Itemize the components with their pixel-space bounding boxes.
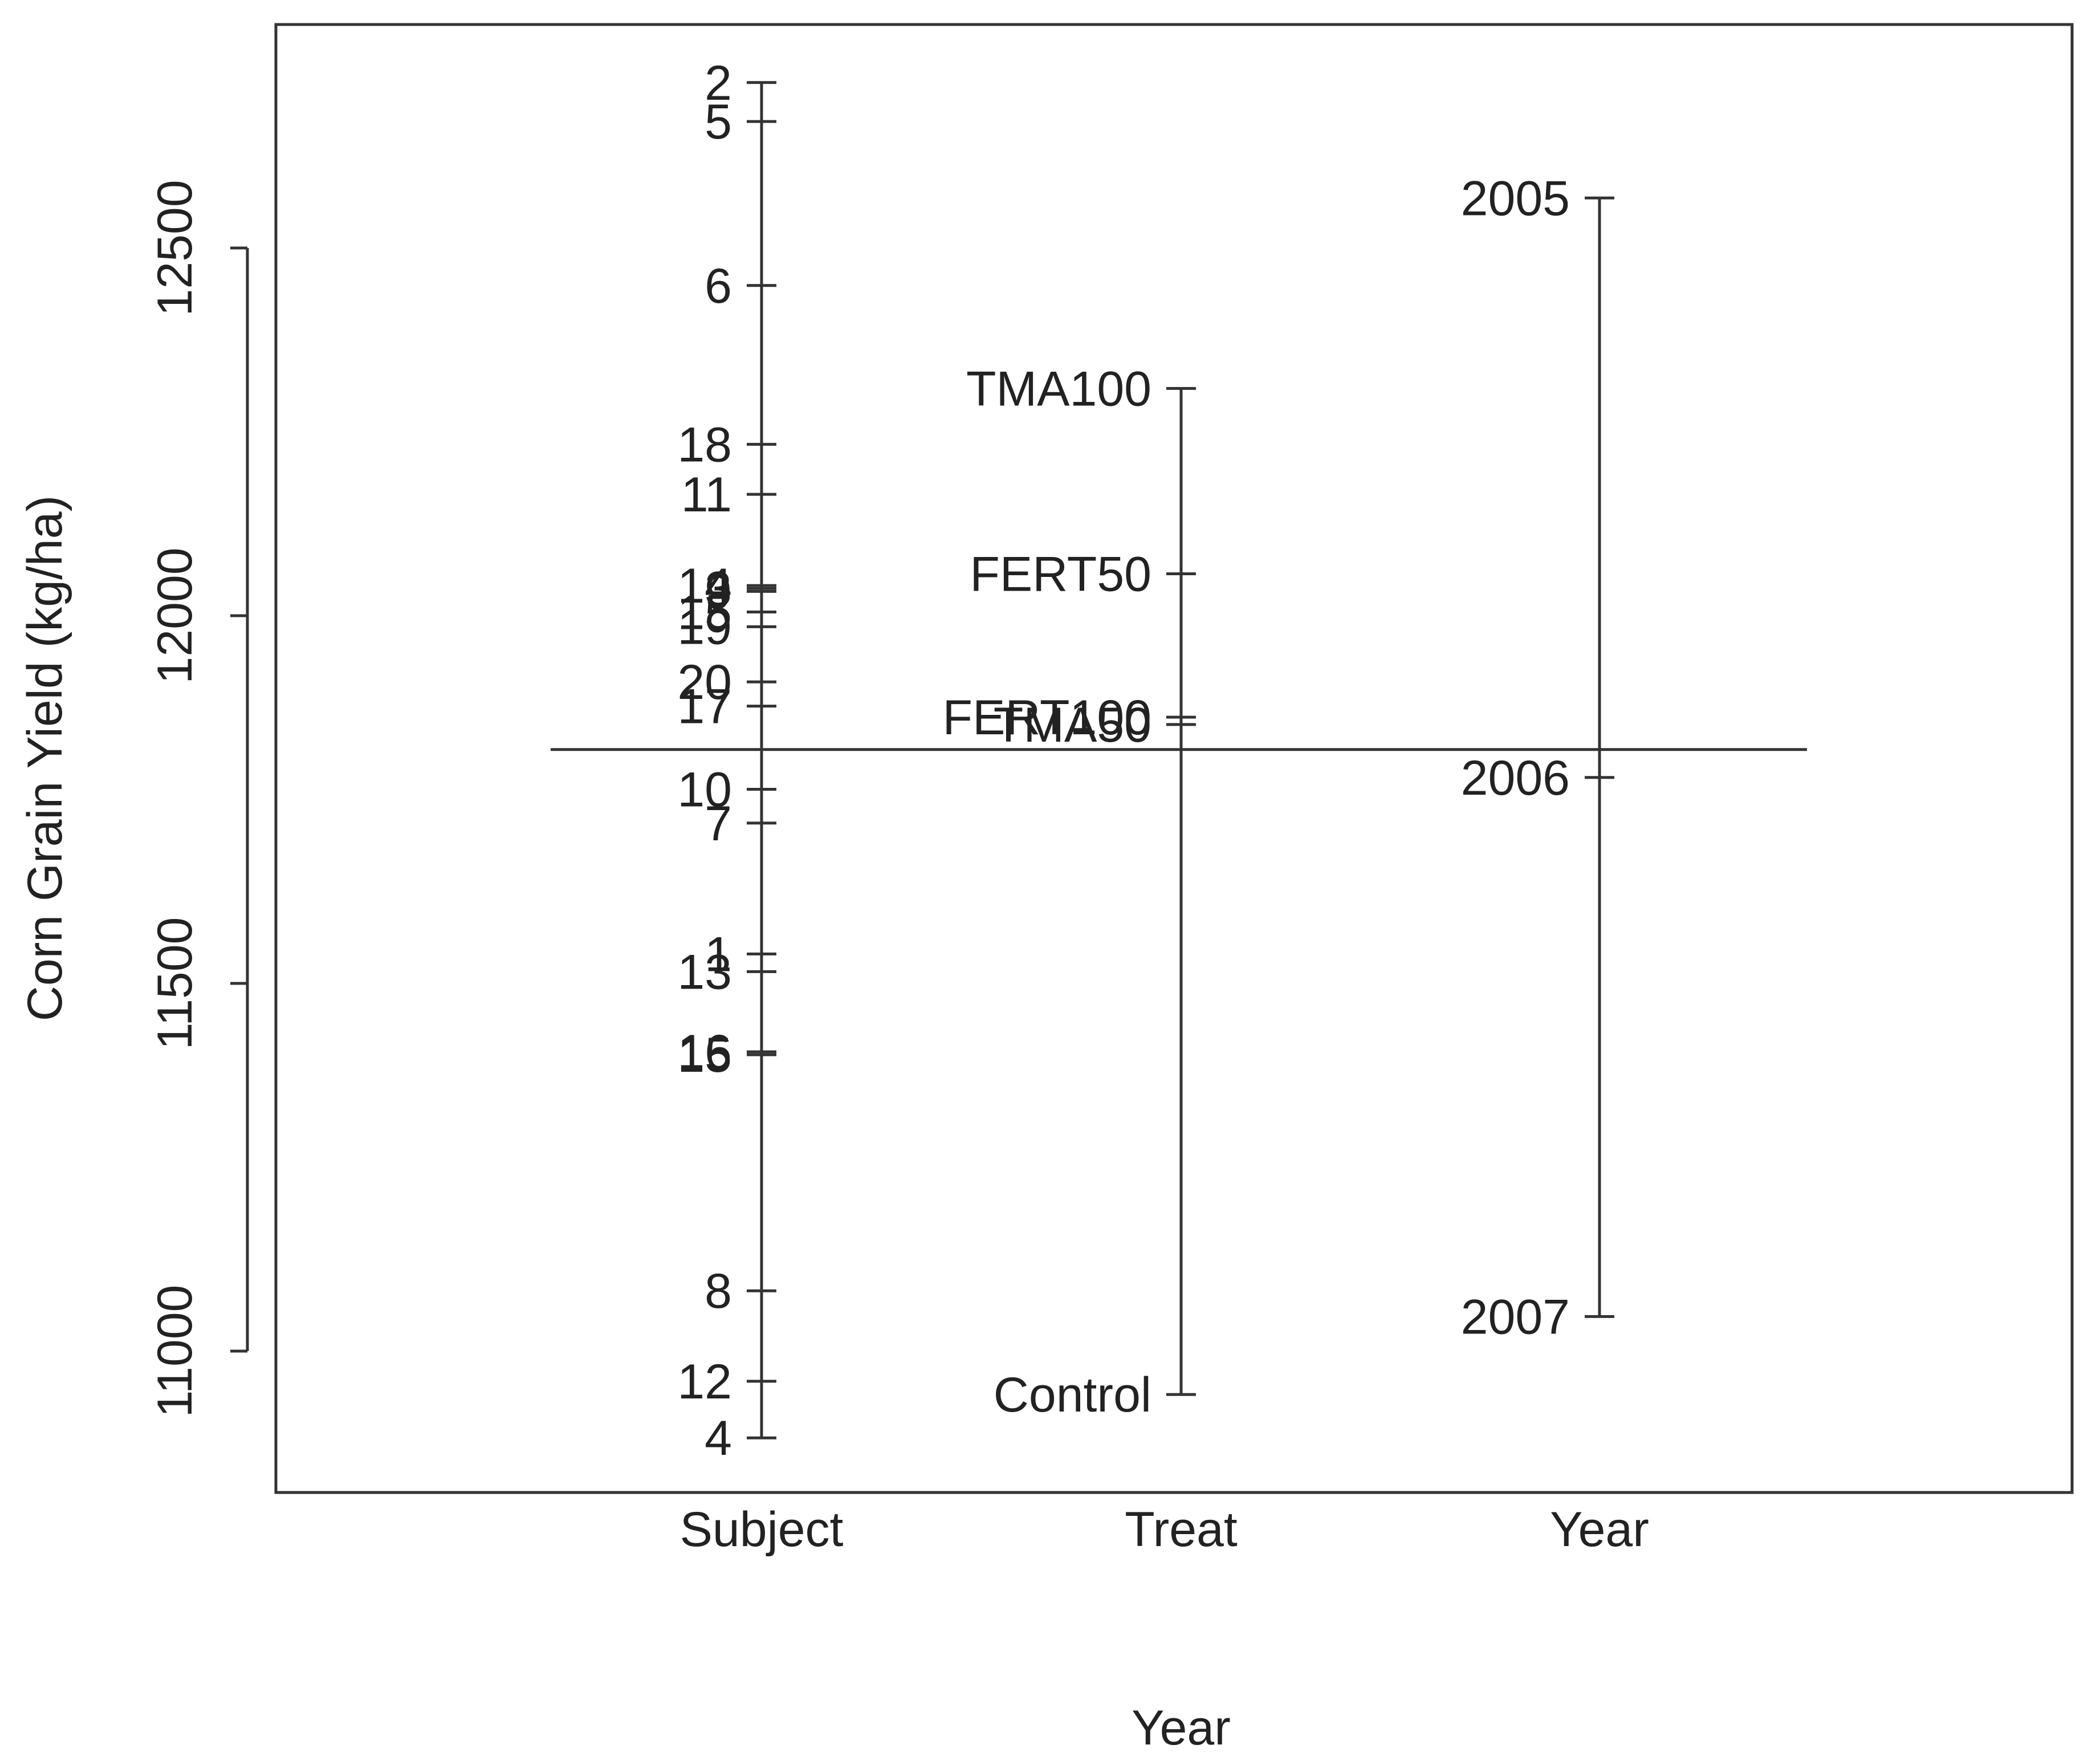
y-tick-label: 12500 <box>148 180 202 316</box>
level-label: 7 <box>705 796 732 851</box>
level-label: 13 <box>677 945 732 999</box>
level-label: TMA50 <box>994 698 1151 753</box>
x-tick-label: Subject <box>680 1502 844 1557</box>
level-label: 6 <box>705 259 732 314</box>
factor-series: 256181114391519201710711316158124TMA100F… <box>677 56 1614 1466</box>
level-label: 2005 <box>1461 171 1570 226</box>
level-label: 20 <box>677 655 732 710</box>
level-label: 2007 <box>1461 1290 1570 1344</box>
level-label: 19 <box>677 600 732 654</box>
level-label: 17 <box>677 680 732 734</box>
level-label: 12 <box>677 1355 732 1409</box>
plot-frame <box>274 23 2074 1494</box>
y-axis-title: Corn Grain Yield (kg/ha) <box>18 495 72 1022</box>
level-label: 14 <box>677 559 732 613</box>
level-label: 3 <box>705 562 732 616</box>
x-tick-label: Treat <box>1125 1502 1238 1557</box>
level-label: 5 <box>705 95 732 149</box>
level-label: 10 <box>677 762 732 817</box>
level-label: 4 <box>705 1411 732 1466</box>
y-tick-label: 12000 <box>148 547 202 684</box>
level-label: Control <box>994 1368 1151 1422</box>
level-label: 15 <box>677 585 732 640</box>
level-label: FERT50 <box>970 547 1151 601</box>
level-label: 2006 <box>1461 751 1570 806</box>
level-label: 8 <box>705 1264 732 1319</box>
y-axis: 11000 11500 12000 12500 <box>148 180 249 1418</box>
level-label: 1 <box>705 927 732 982</box>
level-label: 15 <box>677 1028 732 1083</box>
level-label: TMA100 <box>966 361 1151 416</box>
factor-year: 2005 2006 2007 <box>1461 171 1614 1344</box>
level-label: FERT100 <box>943 690 1151 745</box>
level-label: 16 <box>677 1025 732 1080</box>
level-label: 11 <box>681 467 732 522</box>
level-label: 9 <box>705 564 732 619</box>
level-label: 2 <box>705 56 732 111</box>
x-axis: Subject Treat Year <box>680 1502 1649 1557</box>
x-tick-label: Year <box>1550 1502 1649 1557</box>
y-tick-label: 11000 <box>148 1285 202 1418</box>
y-tick-label: 11500 <box>148 917 202 1050</box>
level-label: 18 <box>677 417 732 472</box>
x-axis-title: Year <box>1132 1701 1231 1755</box>
